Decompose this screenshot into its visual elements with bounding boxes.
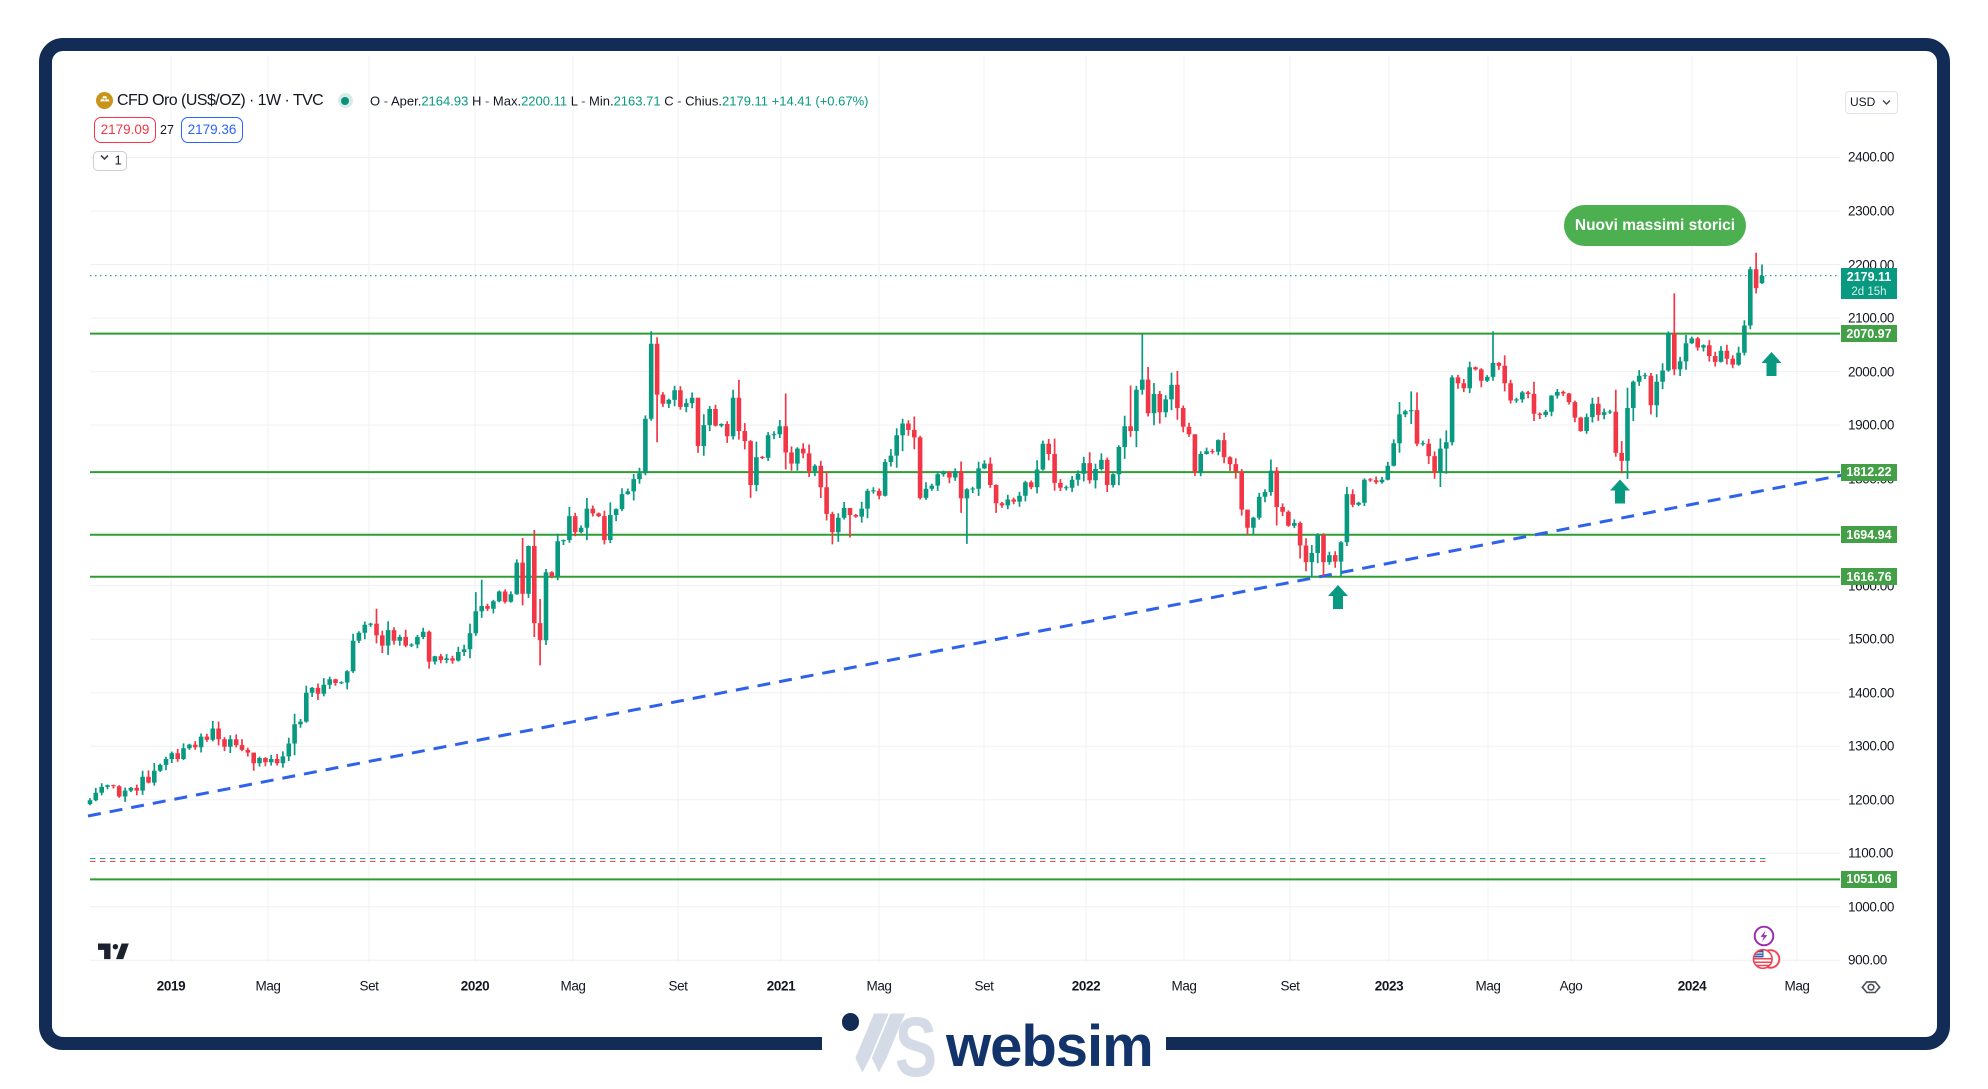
svg-text:S: S: [895, 1000, 937, 1089]
